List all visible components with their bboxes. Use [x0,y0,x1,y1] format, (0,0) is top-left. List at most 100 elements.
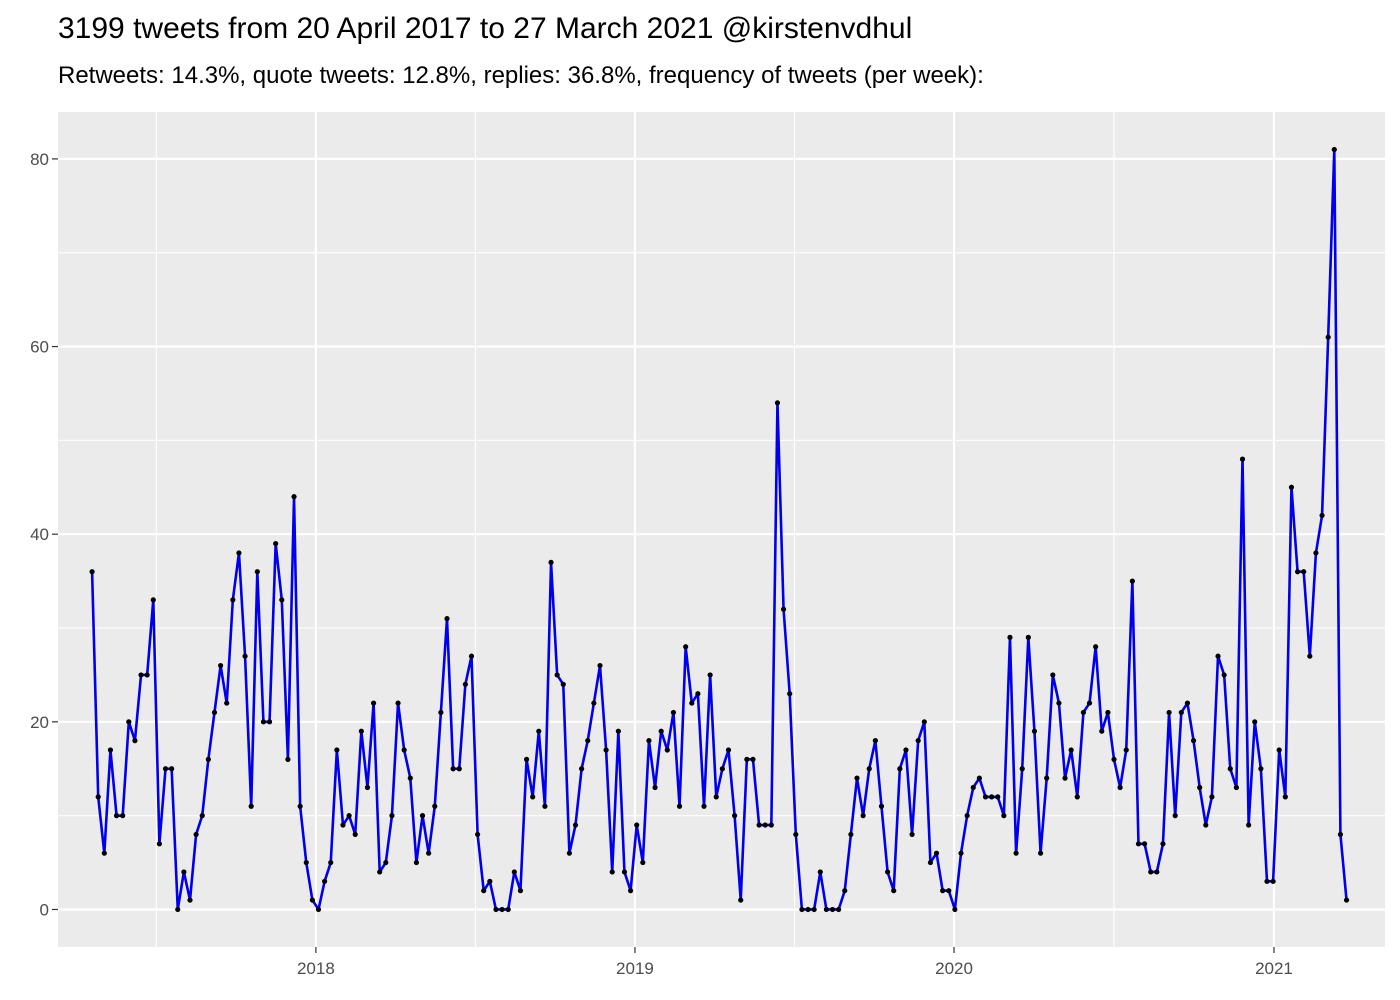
data-point [701,803,707,809]
data-point [1282,794,1288,800]
data-point [1025,634,1031,640]
data-point [113,813,120,819]
data-point [884,869,891,875]
data-point [236,550,242,556]
data-point [162,766,169,772]
data-point [780,606,787,612]
data-point [946,888,952,894]
data-point [829,906,836,913]
x-axis: 2018 2019 2020 2021 [297,947,1293,978]
data-point [1172,813,1178,819]
data-point [530,794,536,800]
data-point [1111,756,1117,762]
data-point [505,906,511,913]
data-point [799,906,805,913]
data-point [352,831,358,838]
data-point [462,681,468,687]
data-point [413,859,420,866]
data-point [627,888,634,894]
data-point [958,850,964,856]
data-point [107,747,114,753]
data-point [499,906,505,913]
data-point [1270,878,1276,884]
data-point [670,709,677,716]
x-tick-label: 2021 [1255,959,1293,978]
data-point [1166,709,1172,716]
data-point [603,747,609,753]
data-point [309,897,315,903]
data-point [132,738,138,744]
data-point [438,709,444,716]
data-point [273,540,279,547]
data-point [560,681,566,687]
y-tick-label: 20 [30,713,49,732]
data-point [933,850,940,856]
data-point [695,691,701,697]
data-point [395,700,401,706]
data-point [1013,850,1019,856]
data-point [805,906,811,913]
data-point [725,747,732,753]
data-point [732,813,738,819]
data-point [95,794,101,800]
data-point [493,906,499,913]
data-point [266,719,273,725]
data-point [383,859,389,866]
data-point [450,766,456,772]
data-point [468,653,475,659]
data-point [218,662,224,669]
data-point [1129,578,1135,584]
data-point [297,803,303,809]
x-tick-label: 2019 [616,959,654,978]
data-point [1337,831,1344,838]
data-point [542,803,548,809]
series-line-group [90,148,1348,911]
data-point [175,906,181,913]
data-point [854,775,860,781]
data-point [927,859,934,866]
data-point [138,672,144,678]
y-tick-label: 40 [30,525,49,544]
data-point [1197,784,1203,791]
y-tick-label: 0 [40,900,49,919]
data-point [689,700,695,706]
data-point [322,878,328,884]
data-point [848,831,854,838]
data-point [952,906,958,913]
data-point [315,906,322,913]
data-point [1276,747,1282,753]
data-point [1215,653,1221,659]
data-point [768,822,774,828]
chart-title: 3199 tweets from 20 April 2017 to 27 Mar… [58,12,913,45]
data-point [1239,456,1246,462]
data-point [579,766,585,772]
plot-panel [58,112,1385,947]
data-point [1007,634,1013,640]
data-point [1019,766,1025,772]
data-point [891,888,897,894]
data-point [1080,709,1087,716]
data-point [1093,644,1099,650]
data-point [285,756,291,762]
data-point [1074,794,1080,800]
data-point [193,831,199,838]
series-points-group [89,146,1350,913]
data-point [426,850,432,856]
data-point [756,822,762,828]
data-point [921,719,927,725]
data-point [523,756,530,762]
data-point [1056,700,1062,706]
data-point [475,831,481,838]
data-point [1343,897,1350,903]
major-gridlines [58,112,1385,947]
data-point [1264,878,1270,884]
data-point [126,719,132,725]
data-point [1037,850,1044,856]
data-point [1331,146,1337,153]
data-point [774,400,781,406]
data-point [793,831,799,838]
data-point [340,822,346,828]
y-tick-label: 80 [30,150,49,169]
data-point [1135,841,1142,847]
